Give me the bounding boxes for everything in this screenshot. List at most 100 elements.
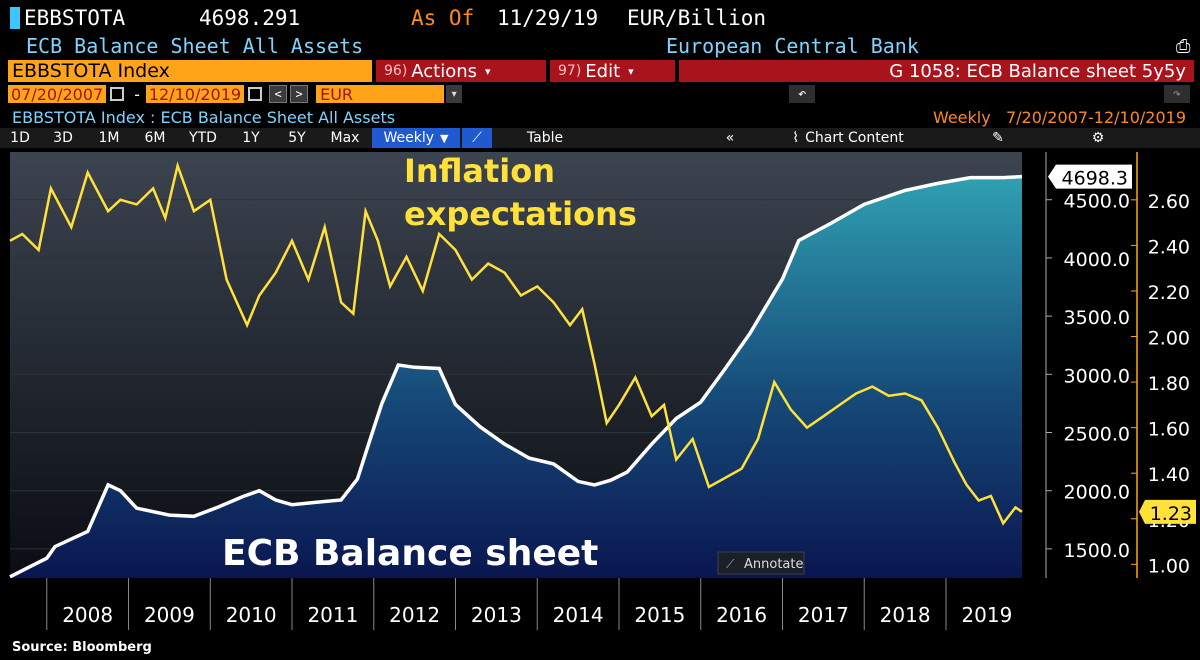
as-of-label: As Of [411,6,475,30]
ticker-symbol: EBBSTOTA [24,6,126,30]
chevron-down-icon: ▼ [440,131,449,145]
chart-name-field[interactable]: G 1058: ECB Balance sheet 5y5y [679,60,1194,82]
series-path: EBBSTOTA Index : ECB Balance Sheet All A… [12,107,396,127]
command-bar: EBBSTOTA Index 96) Actions ▾ 97) Edit ▾ … [0,59,1200,83]
gear-icon[interactable]: ⚙ [1091,130,1105,146]
chart-area[interactable]: Inflation expectations ECB Balance sheet… [0,148,1200,640]
period-button-1m[interactable]: 1M [98,130,120,146]
period-button-max[interactable]: Max [330,130,360,146]
chart-content-icon: ⌇ [792,130,800,146]
right-axis-label: 1.60 [1148,419,1190,441]
chart-content-label: Chart Content [805,130,904,146]
start-date-field[interactable]: 07/20/2007 [8,85,107,104]
left-axis-label: 4500.0 [1064,191,1130,213]
right-axis-label: 1.40 [1148,464,1190,486]
period-button-3d[interactable]: 3D [53,130,73,146]
x-tick-label: 2009 [144,603,195,627]
period-button-1y[interactable]: 1Y [242,130,260,146]
balance-last-label-box [1048,164,1132,189]
period-buttons: 1D 3D 1M 6M YTD 1Y 5Y Max [0,128,370,148]
left-axis-label: 4000.0 [1064,249,1130,271]
last-value: 4698.291 [199,6,301,30]
balance-sheet-area [10,176,1022,578]
right-axis-label: 1.00 [1148,555,1190,577]
left-axis-label: 3500.0 [1064,307,1130,329]
x-tick-label: 2012 [389,603,440,627]
x-tick-label: 2011 [307,603,358,627]
source-bank: European Central Bank [666,34,919,58]
x-tick-label: 2016 [716,603,767,627]
currency-select[interactable]: EUR ▾ [316,84,463,104]
right-axis-label: 2.60 [1148,191,1190,213]
end-date-field[interactable]: 12/10/2019 [145,85,245,104]
period-toolbar: 1D 3D 1M 6M YTD 1Y 5Y Max Weekly ▼ ⟋ Table « ⌇ … [0,128,1200,148]
previous-arrow-icon[interactable]: < [269,85,288,103]
security-description: ECB Balance Sheet All Assets European Ce… [0,34,1200,58]
chevron-down-icon: ▾ [485,64,491,78]
x-tick-label: 2010 [226,603,277,627]
currency-value: EUR [320,84,354,104]
left-axis-label: 3000.0 [1064,365,1130,387]
edit-shortcut: 97) [558,63,582,79]
actions-shortcut: 96) [384,63,408,79]
chevron-down-icon[interactable]: ▾ [446,85,463,103]
next-arrow-icon[interactable]: > [290,85,309,103]
table-button[interactable]: Table [526,130,564,146]
collapse-icon[interactable]: « [725,130,735,146]
edit-menu-button[interactable]: 97) Edit ▾ [550,60,675,82]
weekly-label: Weekly [383,130,435,146]
x-tick-label: 2015 [634,603,685,627]
x-tick-label: 2013 [471,603,522,627]
period-button-1d[interactable]: 1D [10,130,30,146]
weekly-select[interactable]: Weekly ▼ [372,128,460,148]
frequency-range: Weekly 7/20/2007-12/10/2019 [932,107,1186,127]
left-axis-label: 2500.0 [1064,424,1130,446]
period-button-6m[interactable]: 6M [144,130,166,146]
right-axis-label: 2.20 [1148,282,1190,304]
undo-icon[interactable]: ↶ [789,85,816,103]
period-button-5y[interactable]: 5Y [288,130,306,146]
annotate-button[interactable]: ⟋ Annotate [717,551,805,575]
inflation-annotation-line2: expectations [404,195,637,233]
inflation-last-label: 1.23 [1150,503,1192,525]
balance-sheet-line [9,174,1023,579]
x-tick-label: 2014 [553,603,604,627]
period-button-ytd[interactable]: YTD [189,130,217,146]
inflation-annotation-line1: Inflation [404,152,555,190]
x-tick-label: 2008 [62,603,113,627]
source-note: Source: Bloomberg [12,640,152,655]
x-tick-label: 2019 [961,603,1012,627]
x-tick-label: 2017 [798,603,849,627]
x-axis: 2008 2009 2010 2011 2012 2013 2014 2015 2016 2017… [0,578,1200,640]
security-header: EBBSTOTA 4698.291 As Of 11/29/19 EUR/Bil… [0,4,1200,32]
pencil-icon: ⟋ [726,557,735,571]
left-axis: 4500.0 4000.0 3500.0 3000.0 2500.0 2000.0 1500… [1045,152,1130,578]
last-value-labels: 4698.3 1.23 [1048,164,1196,525]
left-axis-label: 1500.0 [1064,540,1130,562]
line-chart-icon[interactable]: ⟋ [462,128,492,148]
inflation-expectations-line [9,161,1023,526]
chart-content-button[interactable]: ⌇ Chart Content [768,128,928,148]
unit-label: EUR/Billion [627,6,767,30]
actions-label: Actions [411,60,478,82]
actions-menu-button[interactable]: 96) Actions ▾ [376,60,546,82]
index-field[interactable]: EBBSTOTA Index [8,60,372,82]
chart-info-bar: EBBSTOTA Index : ECB Balance Sheet All A… [0,107,1200,127]
right-axis-label: 2.00 [1148,328,1190,350]
export-icon[interactable]: ⎙ [1176,35,1191,57]
right-axis-label: 1.80 [1148,373,1190,395]
ticker-marker [10,7,20,29]
balance-sheet-annotation: ECB Balance sheet [222,533,598,574]
edit-label: Edit [585,60,621,82]
chevron-down-icon: ▾ [628,64,634,78]
redo-icon[interactable]: ↷ [1163,85,1190,103]
annotate-label: Annotate [744,557,803,572]
balance-last-label: 4698.3 [1062,168,1128,190]
calendar-icon[interactable] [248,87,263,101]
left-axis-label: 2000.0 [1064,482,1130,504]
edit-chart-icon[interactable]: ✎ [992,130,1004,146]
calendar-icon[interactable] [110,87,125,101]
as-of-date: 11/29/19 [497,6,599,30]
x-tick-label: 2018 [880,603,931,627]
date-range-bar: 07/20/2007 - 12/10/2019 < > EUR ▾ ↶ ↷ [0,84,1200,104]
